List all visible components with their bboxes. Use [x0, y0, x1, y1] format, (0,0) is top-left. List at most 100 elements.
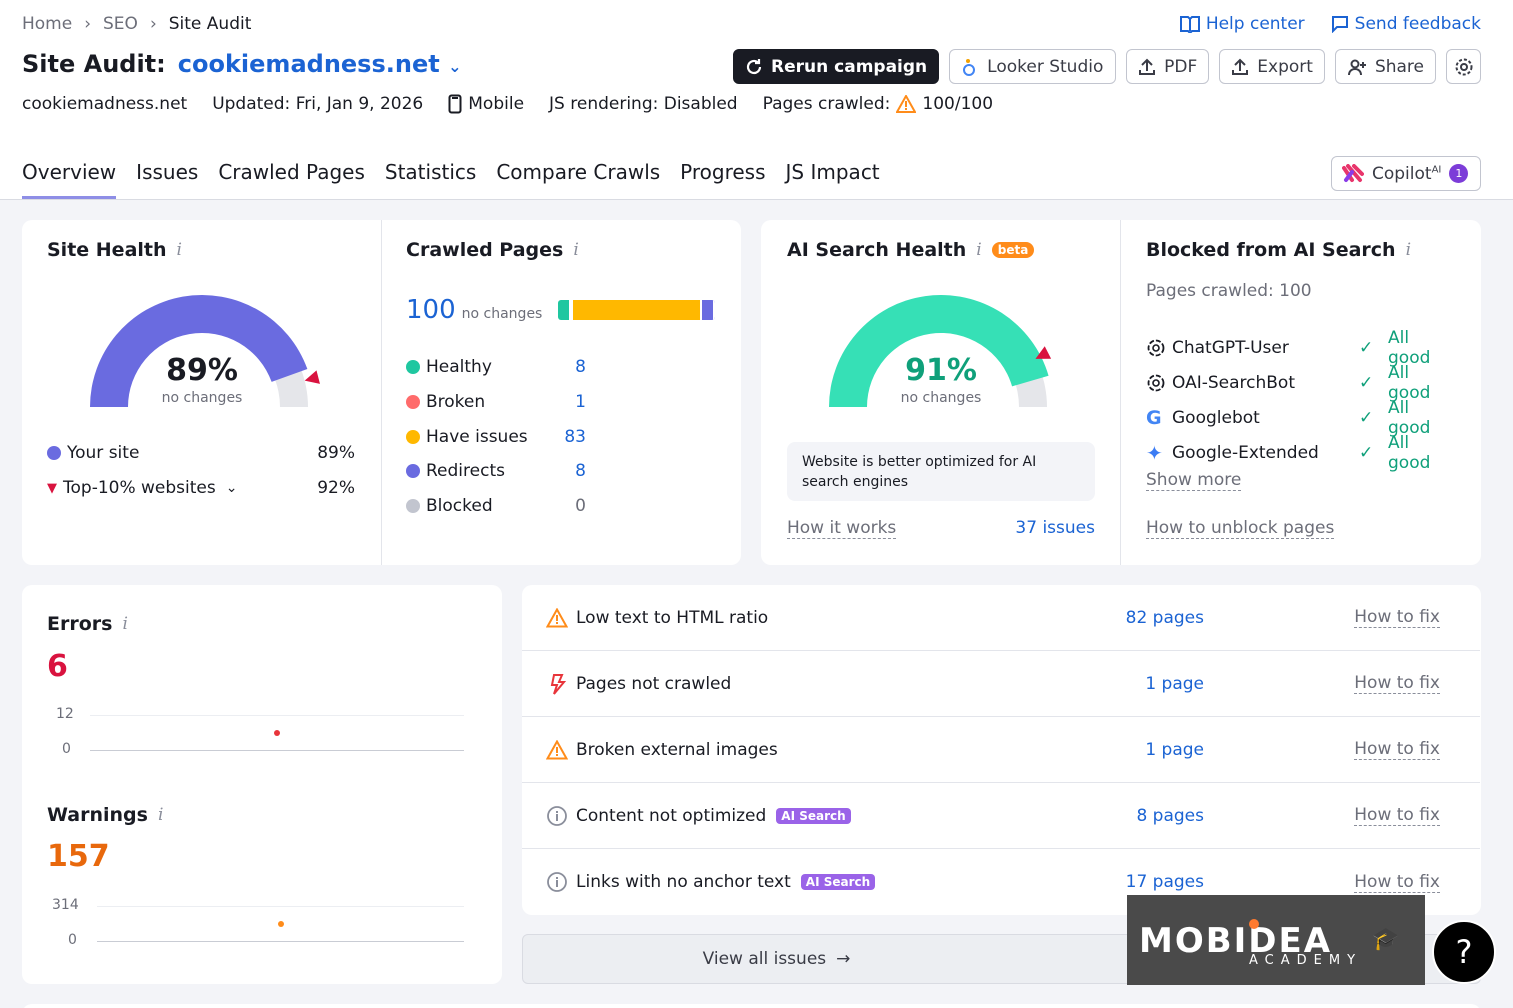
warnings-ymax: 314 — [52, 897, 79, 913]
issue-row[interactable]: Pages not crawled 1 page How to fix — [522, 651, 1480, 717]
legend-value[interactable]: 8 — [575, 357, 586, 378]
info-icon[interactable]: i — [176, 240, 182, 260]
copilot-label: CopilotAI — [1372, 163, 1442, 184]
bot-name: ChatGPT-User — [1172, 337, 1289, 358]
looker-studio-label: Looker Studio — [987, 56, 1104, 77]
issue-row[interactable]: Low text to HTML ratio 82 pages How to f… — [522, 585, 1480, 651]
site-health-value-block: 89% no changes — [102, 353, 302, 406]
legend-value[interactable]: 83 — [564, 426, 586, 447]
legend-value[interactable]: 1 — [575, 392, 586, 413]
site-health-sub: no changes — [161, 390, 243, 406]
bar-segment[interactable] — [572, 300, 703, 320]
info-circle-icon — [547, 872, 567, 892]
errors-ymax: 12 — [56, 706, 74, 722]
show-more-link[interactable]: Show more — [1146, 470, 1242, 491]
chevron-right-icon: › — [149, 14, 157, 34]
your-site-dot — [47, 446, 61, 460]
breadcrumb-home[interactable]: Home — [22, 14, 73, 34]
beta-badge: beta — [991, 242, 1035, 258]
meta-device: Mobile — [448, 94, 524, 114]
how-to-fix-link[interactable]: How to fix — [1354, 673, 1440, 694]
send-feedback-link[interactable]: Send feedback — [1331, 14, 1481, 34]
gear-icon — [1455, 58, 1472, 75]
blocked-title-text: Blocked from AI Search — [1146, 239, 1396, 261]
crawled-legend-row: Broken 1 — [406, 385, 586, 420]
how-to-fix-link[interactable]: How to fix — [1354, 607, 1440, 628]
bot-status: All good — [1388, 397, 1431, 438]
info-icon[interactable]: i — [573, 240, 579, 260]
tab-js-impact[interactable]: JS Impact — [785, 160, 880, 184]
meta-domain: cookiemadness.net — [22, 94, 188, 114]
info-icon[interactable]: i — [1405, 240, 1412, 260]
legend-value[interactable]: 8 — [575, 461, 586, 482]
how-to-fix-link[interactable]: How to fix — [1354, 739, 1440, 760]
tab-statistics[interactable]: Statistics — [384, 160, 477, 184]
issue-count-link[interactable]: 8 pages — [1136, 805, 1204, 826]
crawled-legend-row: Blocked 0 — [406, 489, 586, 524]
how-to-fix-link[interactable]: How to fix — [1354, 871, 1440, 893]
watermark-brand: MOBIDEA — [1139, 921, 1333, 961]
help-button[interactable]: ? — [1432, 920, 1496, 984]
issue-row[interactable]: Broken external images 1 page How to fix — [522, 717, 1480, 783]
issue-name: Pages not crawled — [576, 673, 732, 694]
breadcrumb-seo[interactable]: SEO — [103, 14, 138, 34]
issue-name: Low text to HTML ratio — [576, 607, 769, 628]
ai-health-gauge — [829, 295, 1052, 407]
tab-issues[interactable]: Issues — [136, 160, 199, 184]
looker-studio-button[interactable]: Looker Studio — [949, 49, 1117, 84]
tab-crawled-pages[interactable]: Crawled Pages — [218, 160, 365, 184]
issue-row[interactable]: Links with no anchor text AI Search 17 pa… — [522, 849, 1480, 915]
tab-progress[interactable]: Progress — [680, 160, 766, 184]
site-health-title-text: Site Health — [47, 239, 167, 261]
info-icon[interactable]: i — [122, 614, 128, 634]
errors-value[interactable]: 6 — [47, 649, 68, 684]
rerun-campaign-button[interactable]: Rerun campaign — [733, 49, 940, 84]
error-lightning-icon — [550, 673, 567, 695]
settings-button[interactable] — [1446, 49, 1481, 84]
warning-icon — [896, 95, 917, 113]
benchmark-marker — [1035, 346, 1052, 359]
issue-count-link[interactable]: 1 page — [1145, 739, 1204, 760]
copilot-button[interactable]: CopilotAI 1 — [1331, 156, 1481, 191]
chevron-down-icon: ⌄ — [448, 57, 462, 76]
blocked-pages-crawled: Pages crawled: 100 — [1146, 281, 1312, 301]
how-to-unblock-link[interactable]: How to unblock pages — [1146, 518, 1335, 539]
warnings-point[interactable] — [278, 921, 284, 927]
issue-count-link[interactable]: 17 pages — [1125, 872, 1204, 892]
bar-segment[interactable] — [558, 300, 571, 320]
issue-count-link[interactable]: 82 pages — [1125, 607, 1204, 628]
tab-compare-crawls[interactable]: Compare Crawls — [496, 160, 661, 184]
how-it-works-link[interactable]: How it works — [787, 518, 897, 539]
warnings-value[interactable]: 157 — [47, 839, 110, 874]
bar-segment[interactable] — [570, 300, 573, 320]
errors-point[interactable] — [274, 730, 280, 736]
page-title: Site Audit: cookiemadness.net ⌄ — [22, 50, 461, 78]
errors-title-text: Errors — [47, 613, 113, 635]
how-to-fix-link[interactable]: How to fix — [1354, 805, 1440, 826]
view-all-label: View all issues — [702, 949, 827, 969]
bar-segment[interactable] — [702, 300, 715, 320]
tab-overview[interactable]: Overview — [22, 160, 117, 199]
crawled-legend-row: Have issues 83 — [406, 419, 586, 454]
help-center-link[interactable]: Help center — [1179, 14, 1305, 34]
crawled-total-value[interactable]: 100 — [406, 295, 456, 325]
info-icon[interactable]: i — [976, 240, 982, 260]
pdf-button[interactable]: PDF — [1126, 49, 1210, 84]
crawled-total-sub: no changes — [461, 306, 543, 322]
ai-issues-link[interactable]: 37 issues — [1015, 518, 1095, 538]
bot-list: ChatGPT-User ✓ All good OAI-SearchBot ✓ … — [1146, 328, 1456, 473]
issue-name: Content not optimized AI Search — [576, 806, 851, 826]
site-health-card: Site Health i 89% no changes Your site 8… — [22, 220, 741, 565]
openai-icon — [1147, 339, 1165, 356]
book-icon — [1179, 16, 1200, 33]
issue-row[interactable]: Content not optimized AI Search 8 pages H… — [522, 783, 1480, 849]
share-button[interactable]: Share — [1334, 49, 1436, 84]
domain-selector[interactable]: cookiemadness.net ⌄ — [178, 50, 462, 78]
help-center-label: Help center — [1205, 14, 1305, 34]
export-button[interactable]: Export — [1219, 49, 1325, 84]
info-icon[interactable]: i — [157, 805, 164, 825]
legend-top-10[interactable]: ▼ Top-10% websites ⌄ 92% — [47, 478, 355, 498]
mobile-icon — [448, 94, 462, 114]
issue-count-link[interactable]: 1 page — [1145, 673, 1204, 694]
bot-status: All good — [1388, 432, 1431, 473]
